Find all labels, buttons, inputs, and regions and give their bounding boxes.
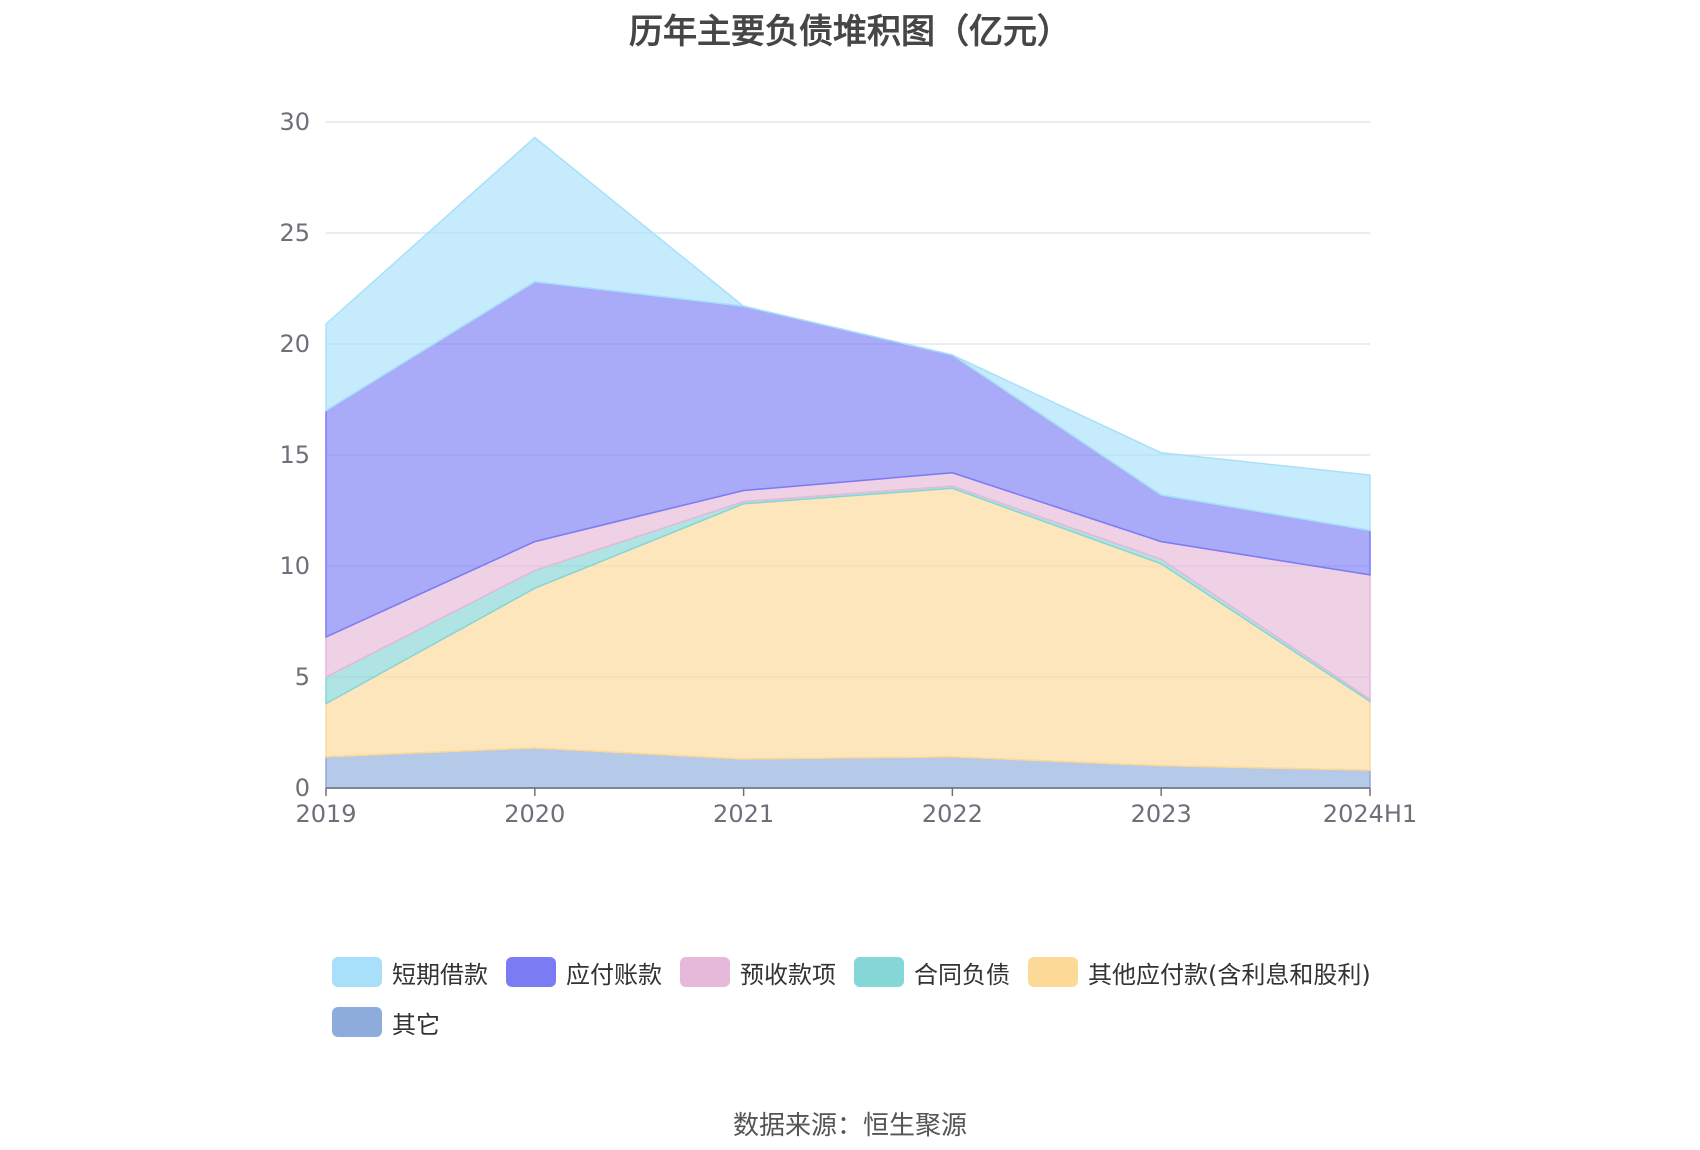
legend-item[interactable]: 预收款项 — [680, 955, 836, 989]
legend-label: 短期借款 — [392, 960, 488, 989]
legend-item[interactable]: 应付账款 — [506, 955, 662, 989]
legend-swatch — [854, 957, 904, 987]
y-tick-label: 5 — [295, 663, 310, 691]
legend-swatch — [506, 957, 556, 987]
legend-label: 其他应付款(含利息和股利) — [1088, 960, 1371, 989]
y-tick-label: 15 — [279, 441, 310, 469]
area-series — [325, 136, 1371, 789]
chart-title: 历年主要负债堆积图（亿元） — [629, 12, 1071, 52]
legend: 短期借款 应付账款 预收款项 合同负债 其他应付款(含利息和股利) 其它 — [332, 955, 1432, 1055]
y-tick-label: 25 — [279, 219, 310, 247]
legend-label: 其它 — [392, 1010, 440, 1039]
legend-item[interactable]: 合同负债 — [854, 955, 1010, 989]
area-series-短期借款 — [325, 136, 1371, 532]
legend-swatch — [1028, 957, 1078, 987]
legend-item[interactable]: 其他应付款(含利息和股利) — [1028, 955, 1371, 989]
legend-swatch — [332, 1007, 382, 1037]
legend-swatch — [332, 957, 382, 987]
y-tick-label: 10 — [279, 552, 310, 580]
legend-label: 应付账款 — [566, 960, 662, 989]
x-tick-label: 2020 — [504, 800, 565, 828]
x-tick-label: 2024H1 — [1323, 800, 1417, 828]
x-tick-label: 2023 — [1131, 800, 1192, 828]
legend-item[interactable]: 短期借款 — [332, 955, 488, 989]
y-tick-label: 0 — [295, 774, 310, 802]
x-tick-label: 2022 — [922, 800, 983, 828]
legend-item[interactable]: 其它 — [332, 1005, 440, 1039]
legend-swatch — [680, 957, 730, 987]
x-tick-label: 2021 — [713, 800, 774, 828]
legend-label: 预收款项 — [740, 960, 836, 989]
y-tick-label: 20 — [279, 330, 310, 358]
y-tick-label: 30 — [279, 108, 310, 136]
legend-label: 合同负债 — [914, 960, 1010, 989]
axes: 0 5 10 15 20 25 30 2019 2020 2021 2022 2023 2024H1 — [279, 108, 1417, 828]
x-tick-label: 2019 — [295, 800, 356, 828]
data-source: 数据来源：恒生聚源 — [732, 1111, 967, 1141]
